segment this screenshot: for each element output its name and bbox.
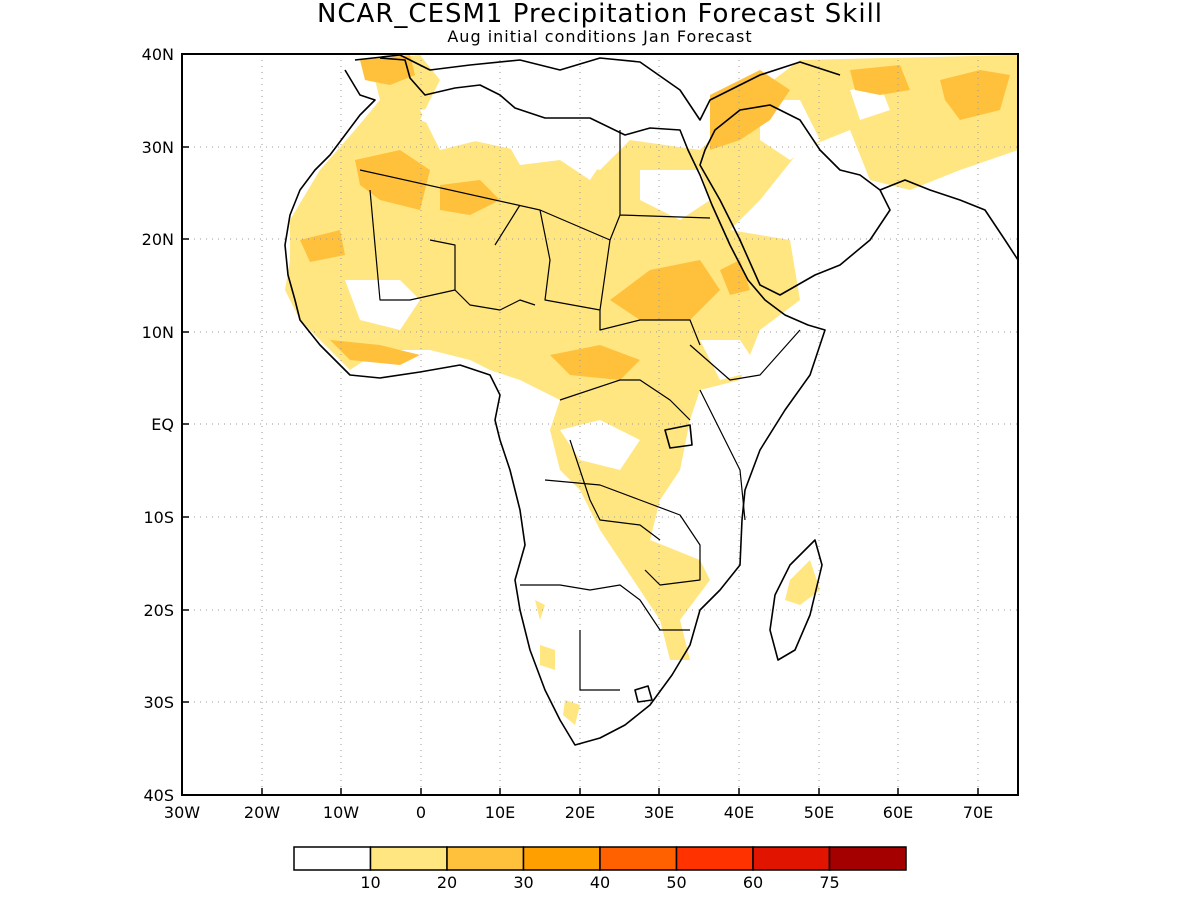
- lon-label: 20E: [565, 803, 595, 822]
- colorbar-swatch: [522, 846, 601, 871]
- colorbar-swatch: [599, 846, 678, 871]
- skill-hole: [640, 170, 710, 220]
- skill-band-20-30: [940, 70, 1010, 120]
- colorbar-swatch: [369, 846, 448, 871]
- lat-label: 10N: [142, 323, 174, 342]
- skill-hole: [700, 340, 760, 380]
- lesotho-border: [634, 685, 653, 703]
- lon-label: 0: [416, 803, 426, 822]
- colorbar-label: 40: [590, 873, 610, 892]
- colorbar-label: 50: [666, 873, 686, 892]
- skill-band-20-30: [360, 55, 415, 85]
- colorbar-label: 60: [743, 873, 763, 892]
- lat-label: 40N: [142, 45, 174, 64]
- asia-coastline: [879, 179, 1018, 261]
- colorbar-label: 30: [513, 873, 533, 892]
- europe-coastline: [354, 54, 841, 121]
- colorbar-swatch: [828, 846, 907, 871]
- map-grid: [182, 54, 1018, 795]
- colorbar-label: 75: [819, 873, 839, 892]
- lat-label: EQ: [151, 415, 174, 434]
- coastlines: [284, 54, 1018, 746]
- skill-hole: [420, 105, 480, 150]
- skill-hole: [760, 100, 820, 160]
- lon-label: 20W: [244, 803, 280, 822]
- colorbar-label: 20: [437, 873, 457, 892]
- colorbar-label: 10: [360, 873, 380, 892]
- lon-label: 30W: [164, 803, 200, 822]
- colorbar-swatch: [675, 846, 754, 871]
- chart-subtitle: Aug initial conditions Jan Forecast: [447, 27, 753, 46]
- lat-label: 20S: [143, 601, 174, 620]
- lon-label: 50E: [804, 803, 834, 822]
- axis-ticks: [181, 53, 979, 795]
- skill-band-20-30: [850, 65, 910, 95]
- lat-label: 30N: [142, 138, 174, 157]
- skill-band-10-20-madagascar: [785, 560, 820, 605]
- lon-label: 10E: [485, 803, 515, 822]
- colorbar-swatch: [293, 846, 372, 871]
- colorbar-swatch: [752, 846, 831, 871]
- skill-band-20-30: [610, 260, 720, 320]
- lon-label: 70E: [963, 803, 993, 822]
- skill-band-20-30: [300, 230, 345, 262]
- skill-hole: [345, 280, 420, 330]
- lat-label: 10S: [143, 508, 174, 527]
- lon-label: 60E: [883, 803, 913, 822]
- lon-label: 30E: [644, 803, 674, 822]
- skill-band-20-30: [330, 340, 420, 365]
- lon-labels: 30W 20W 10W 0 10E 20E 30E 40E 50E 60E 70…: [164, 803, 993, 822]
- lat-label: 20N: [142, 230, 174, 249]
- skill-hole: [500, 110, 610, 180]
- chart-title: NCAR_CESM1 Precipitation Forecast Skill: [316, 0, 884, 29]
- skill-band-20-30: [440, 180, 500, 215]
- lon-label: 10W: [323, 803, 359, 822]
- africa-coastline: [284, 57, 826, 746]
- map-shading: [285, 55, 1018, 725]
- skill-band-20-30: [355, 150, 430, 210]
- country-borders: [359, 130, 801, 691]
- lake-victoria: [664, 424, 693, 449]
- madagascar-coastline: [769, 539, 823, 661]
- lat-labels: 40N 30N 20N 10N EQ 10S 20S 30S 40S: [142, 45, 174, 805]
- colorbar-swatch: [446, 846, 525, 871]
- colorbar: 10 20 30 40 50 60 75: [293, 846, 907, 892]
- skill-band-10-20-south: [535, 600, 580, 725]
- skill-band-20-30: [550, 345, 640, 380]
- lon-label: 40E: [724, 803, 754, 822]
- lat-label: 40S: [143, 786, 174, 805]
- lat-label: 30S: [143, 693, 174, 712]
